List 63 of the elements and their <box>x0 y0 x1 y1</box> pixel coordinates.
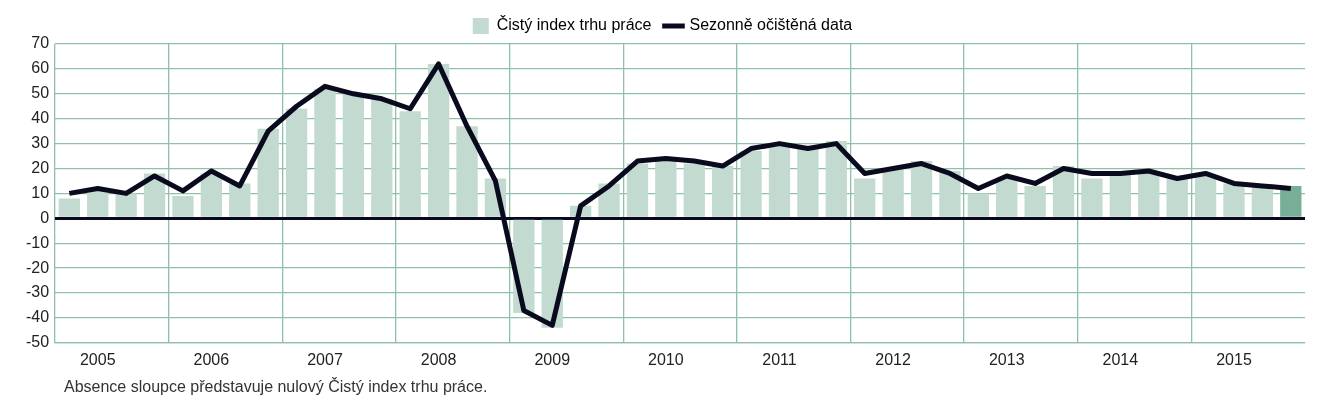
bar <box>1223 183 1245 217</box>
bar <box>87 190 109 217</box>
legend-label: Sezonně očištěná data <box>689 16 853 34</box>
bar <box>768 143 791 217</box>
y-tick-label: 20 <box>31 158 50 176</box>
bar <box>342 93 365 217</box>
x-tick-label: 2009 <box>534 350 571 368</box>
bar <box>1280 185 1302 217</box>
x-tick-label: 2015 <box>1216 350 1252 368</box>
y-tick-label: -30 <box>26 283 50 301</box>
x-tick-label: 2008 <box>420 350 457 368</box>
y-tick-label: 70 <box>31 34 50 52</box>
x-tick-label: 2007 <box>307 350 343 368</box>
bar <box>456 126 478 217</box>
bar <box>200 173 223 217</box>
bar <box>229 183 251 217</box>
bar <box>172 195 194 217</box>
y-tick-label: 50 <box>31 84 50 102</box>
bar <box>314 88 336 217</box>
y-tick-label: 60 <box>31 59 50 77</box>
y-tick-label: -10 <box>26 233 50 251</box>
y-tick-label: 0 <box>40 208 50 226</box>
y-tick-label: -20 <box>26 258 50 276</box>
bar <box>967 193 989 217</box>
bar <box>1251 185 1274 217</box>
bar <box>825 141 847 217</box>
bar <box>626 163 649 217</box>
y-tick-label: 10 <box>31 183 50 201</box>
x-tick-label: 2013 <box>988 350 1025 368</box>
x-tick-label: 2014 <box>1102 350 1139 368</box>
y-tick-label: -40 <box>26 308 50 326</box>
bar <box>115 193 137 217</box>
bar <box>882 168 904 217</box>
legend-label: Čistý index trhu práce <box>496 15 652 34</box>
bar <box>1194 175 1217 217</box>
bar <box>910 161 933 217</box>
x-tick-label: 2011 <box>762 350 797 368</box>
bar <box>854 178 876 217</box>
x-tick-label: 2005 <box>79 350 116 368</box>
y-tick-label: -50 <box>26 333 50 351</box>
y-tick-label: 40 <box>31 109 50 127</box>
bar <box>655 161 677 217</box>
x-tick-label: 2006 <box>193 350 230 368</box>
bar <box>257 128 279 217</box>
bar <box>285 108 308 217</box>
bar <box>427 63 450 217</box>
bar <box>371 98 393 217</box>
bar <box>1081 178 1103 217</box>
bar <box>996 178 1018 217</box>
bar <box>1024 185 1046 217</box>
x-tick-label: 2012 <box>875 350 912 368</box>
bar <box>1166 178 1188 217</box>
x-tick-label: 2010 <box>648 350 684 368</box>
bar <box>797 148 819 217</box>
bar <box>683 163 705 217</box>
bar <box>58 198 80 217</box>
bar <box>939 170 961 217</box>
bar <box>1109 173 1132 217</box>
bar <box>740 151 762 217</box>
bar <box>712 166 734 217</box>
text: Absence sloupce představuje nulový Čistý index trhu práce. <box>64 378 488 396</box>
bar <box>399 111 421 217</box>
y-tick-label: 30 <box>31 134 50 152</box>
